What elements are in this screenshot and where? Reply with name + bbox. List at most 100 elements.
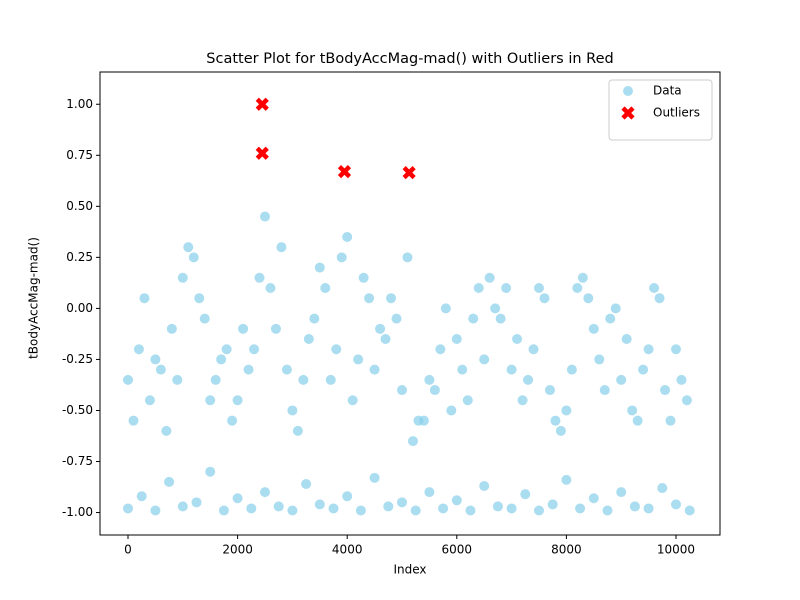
data-point [383, 501, 394, 512]
x-tick-label: 10000 [657, 543, 695, 557]
data-point [320, 282, 331, 293]
data-point [479, 481, 490, 492]
data-point [435, 344, 446, 355]
y-tick-label: -0.50 [62, 403, 93, 417]
y-tick-label: 0.00 [66, 301, 93, 315]
data-point [218, 505, 229, 516]
data-point [451, 495, 462, 506]
data-point [144, 395, 155, 406]
data-point [583, 293, 594, 304]
data-point [314, 499, 325, 510]
data-point [164, 476, 175, 487]
data-point [287, 405, 298, 416]
data-point [328, 503, 339, 514]
data-point [309, 313, 320, 324]
data-point [177, 272, 188, 283]
data-point [386, 293, 397, 304]
data-point [232, 395, 243, 406]
data-point [314, 262, 325, 273]
data-point [638, 364, 649, 375]
x-axis-label: Index [393, 563, 426, 577]
data-point [643, 503, 654, 514]
data-point [566, 364, 577, 375]
data-point [375, 323, 386, 334]
data-point [188, 252, 199, 263]
y-tick-label: -0.75 [62, 454, 93, 468]
data-point [575, 503, 586, 514]
data-point [438, 503, 449, 514]
data-point [610, 303, 621, 314]
data-point [353, 354, 364, 365]
data-point [254, 272, 265, 283]
data-point [396, 497, 407, 508]
data-point [616, 374, 627, 385]
data-point [123, 503, 134, 514]
data-point [276, 242, 287, 253]
data-point [517, 395, 528, 406]
data-point [602, 505, 613, 516]
data-point [301, 478, 312, 489]
data-point [588, 493, 599, 504]
data-point [577, 272, 588, 283]
data-point [462, 395, 473, 406]
y-tick-label: 0.75 [66, 148, 93, 162]
data-point [216, 354, 227, 365]
data-point [424, 374, 435, 385]
data-point [632, 415, 643, 426]
x-tick-label: 0 [124, 543, 132, 557]
data-point [246, 503, 257, 514]
data-point [396, 385, 407, 396]
outlier-point [402, 166, 416, 180]
data-point [355, 505, 366, 516]
data-point [166, 323, 177, 334]
outlier-point [255, 97, 269, 111]
data-point [533, 282, 544, 293]
data-point [495, 313, 506, 324]
data-point [292, 425, 303, 436]
legend-label: Data [653, 84, 682, 98]
legend: Data Outliers [608, 79, 713, 141]
data-point [523, 374, 534, 385]
data-point [605, 313, 616, 324]
data-point [410, 505, 421, 516]
data-point [260, 211, 271, 222]
data-point [506, 364, 517, 375]
data-point [657, 483, 668, 494]
outlier-point [255, 146, 269, 160]
legend-marker [623, 86, 633, 96]
data-point [139, 293, 150, 304]
data-point [336, 252, 347, 263]
data-point [512, 334, 523, 345]
plot-frame [99, 71, 721, 536]
y-tick-label: -0.25 [62, 352, 93, 366]
data-point [468, 313, 479, 324]
data-point [413, 415, 424, 426]
outlier-point [337, 165, 352, 179]
legend-marker [621, 106, 635, 120]
data-point [550, 415, 561, 426]
data-point [161, 425, 172, 436]
data-point [273, 501, 284, 512]
data-point [210, 374, 221, 385]
data-point [643, 344, 654, 355]
data-point [183, 242, 194, 253]
data-point [402, 252, 413, 263]
data-point [676, 374, 687, 385]
data-point [424, 487, 435, 498]
data-point [123, 374, 134, 385]
data-point [155, 364, 166, 375]
data-point [325, 374, 336, 385]
data-point [199, 313, 210, 324]
data-point [260, 487, 271, 498]
data-point [670, 499, 681, 510]
data-point [191, 497, 202, 508]
data-point [588, 323, 599, 334]
data-point [599, 385, 610, 396]
data-point [506, 503, 517, 514]
data-point [555, 425, 566, 436]
data-point [172, 374, 183, 385]
x-tick-label: 4000 [332, 543, 363, 557]
data-point [380, 334, 391, 345]
data-point [501, 282, 512, 293]
